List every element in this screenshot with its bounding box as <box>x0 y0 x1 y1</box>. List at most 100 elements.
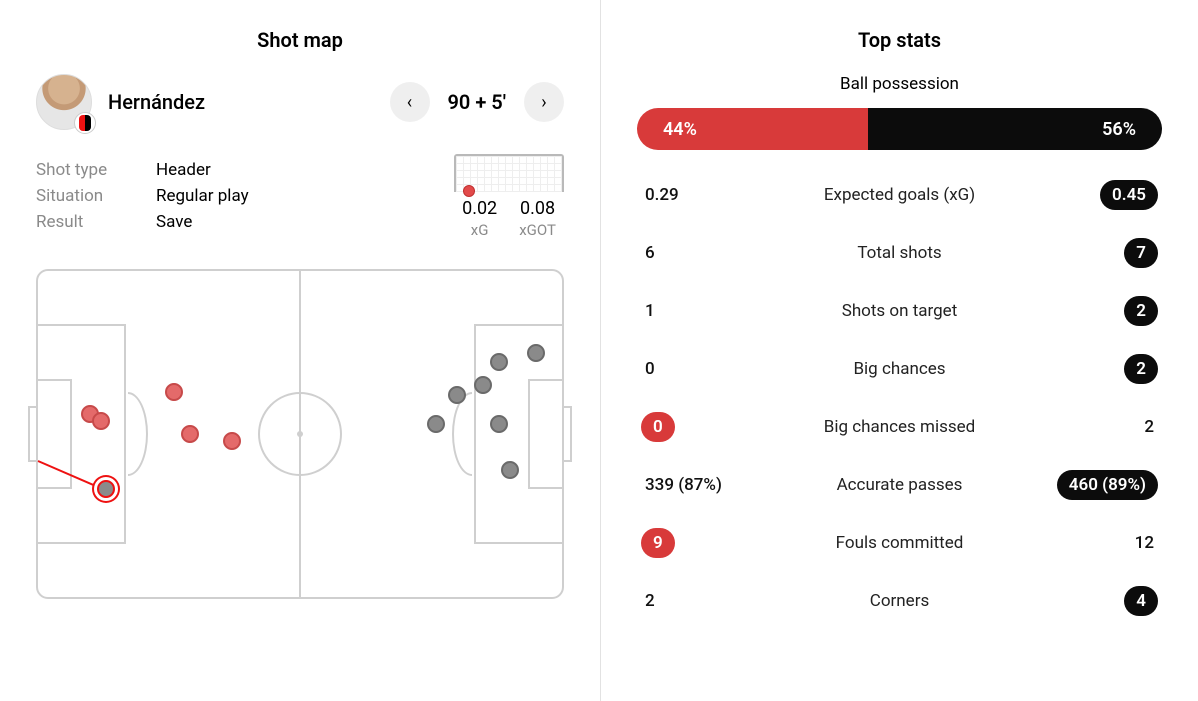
shot-marker[interactable] <box>448 386 466 404</box>
stat-team-a: 1 <box>641 301 761 321</box>
shot-marker[interactable] <box>490 353 508 371</box>
pitch-goal-right <box>564 406 572 462</box>
stat-team-b: 12 <box>1038 533 1158 553</box>
shot-marker[interactable] <box>165 383 183 401</box>
stat-value-a: 9 <box>641 528 675 558</box>
shot-nav: ‹ 90 + 5' › <box>390 82 565 122</box>
chevron-left-icon: ‹ <box>407 92 412 113</box>
shot-details-list: Shot type Header Situation Regular play … <box>36 154 249 238</box>
stat-team-b: 4 <box>1038 586 1158 616</box>
stat-team-a: 6 <box>641 243 761 263</box>
pitch-center-dot <box>297 431 303 437</box>
stat-team-a: 2 <box>641 591 761 611</box>
shot-map-title: Shot map <box>36 28 564 52</box>
next-shot-button[interactable]: › <box>524 82 564 122</box>
shot-marker[interactable] <box>527 344 545 362</box>
player-name: Hernández <box>108 90 205 114</box>
xg-label: xG <box>462 221 497 239</box>
stat-value-b: 2 <box>1140 417 1158 437</box>
detail-situation: Situation Regular play <box>36 186 249 206</box>
shot-marker[interactable] <box>223 432 241 450</box>
xg-col: 0.02 xG <box>462 198 497 239</box>
stat-team-a: 0 <box>641 412 761 442</box>
shot-marker[interactable] <box>427 415 445 433</box>
player-nav-row: Hernández ‹ 90 + 5' › <box>36 74 564 130</box>
stat-value-b: 460 (89%) <box>1057 470 1158 500</box>
stat-value-a: 0 <box>641 359 659 379</box>
stat-value-a: 0 <box>641 412 675 442</box>
shot-marker[interactable] <box>474 376 492 394</box>
stat-row: 0 Big chances missed 2 <box>637 398 1162 456</box>
stat-team-b: 2 <box>1038 354 1158 384</box>
mini-goal-block: 0.02 xG 0.08 xGOT <box>454 154 564 239</box>
mini-goal <box>454 154 564 192</box>
stat-team-a: 339 (87%) <box>641 475 761 495</box>
stat-value-a: 339 (87%) <box>641 475 726 495</box>
stat-row: 0.29Expected goals (xG) 0.45 <box>637 166 1162 224</box>
pitch-wrap <box>36 269 564 599</box>
prev-shot-button[interactable]: ‹ <box>390 82 430 122</box>
xgot-label: xGOT <box>519 221 556 239</box>
detail-val: Save <box>156 212 192 232</box>
stat-value-b: 12 <box>1131 533 1158 553</box>
player-info[interactable]: Hernández <box>36 74 205 130</box>
stat-value-b: 4 <box>1124 586 1158 616</box>
shot-details-area: Shot type Header Situation Regular play … <box>36 154 564 239</box>
stat-value-a: 1 <box>641 301 659 321</box>
shot-marker[interactable] <box>97 480 115 498</box>
possession-team-b: 56% <box>868 108 1162 150</box>
stat-value-a: 6 <box>641 243 659 263</box>
detail-result: Result Save <box>36 212 249 232</box>
stat-label: Expected goals (xG) <box>761 185 1038 205</box>
detail-key: Situation <box>36 186 156 206</box>
stat-row: 2Corners 4 <box>637 572 1162 630</box>
stat-label: Corners <box>761 591 1038 611</box>
stat-label: Fouls committed <box>761 533 1038 553</box>
detail-key: Result <box>36 212 156 232</box>
shot-marker[interactable] <box>181 425 199 443</box>
stat-team-b: 460 (89%) <box>1038 470 1158 500</box>
stat-row: 339 (87%) Accurate passes 460 (89%) <box>637 456 1162 514</box>
shot-time-label: 90 + 5' <box>448 90 507 114</box>
stat-team-b: 7 <box>1038 238 1158 268</box>
stat-label: Big chances <box>761 359 1038 379</box>
stat-value-b: 2 <box>1124 296 1158 326</box>
detail-key: Shot type <box>36 160 156 180</box>
stat-team-b: 2 <box>1038 296 1158 326</box>
stat-row: 9 Fouls committed 12 <box>637 514 1162 572</box>
stat-value-b: 2 <box>1124 354 1158 384</box>
pitch-goal-left <box>28 406 36 462</box>
xg-values: 0.02 xG 0.08 xGOT <box>454 198 564 239</box>
club-badge-icon <box>74 112 96 134</box>
stat-team-a: 0.29 <box>641 185 761 205</box>
pitch-sixyard-right <box>528 379 564 489</box>
stat-team-b: 2 <box>1038 417 1158 437</box>
stat-label: Shots on target <box>761 301 1038 321</box>
top-stats-title: Top stats <box>637 28 1162 52</box>
stat-team-b: 0.45 <box>1038 180 1158 210</box>
top-stats-panel: Top stats Ball possession 44% 56% 0.29Ex… <box>601 0 1198 701</box>
stat-label: Accurate passes <box>761 475 1038 495</box>
detail-val: Regular play <box>156 186 249 206</box>
shot-marker[interactable] <box>92 412 110 430</box>
stat-value-b: 7 <box>1124 238 1158 268</box>
stat-row: 0 Big chances 2 <box>637 340 1162 398</box>
stat-team-a: 9 <box>641 528 761 558</box>
stat-row: 6 Total shots 7 <box>637 224 1162 282</box>
stat-team-a: 0 <box>641 359 761 379</box>
xgot-value: 0.08 <box>519 198 556 219</box>
mini-goal-ball <box>463 185 475 197</box>
stat-label: Big chances missed <box>761 417 1038 437</box>
shot-marker[interactable] <box>501 461 519 479</box>
pitch[interactable] <box>36 269 564 599</box>
chevron-right-icon: › <box>541 92 546 113</box>
stats-rows: 0.29Expected goals (xG) 0.45 6 Total shots 7… <box>637 166 1162 630</box>
possession-team-a: 44% <box>637 108 868 150</box>
possession-label: Ball possession <box>637 74 1162 94</box>
shot-marker[interactable] <box>490 415 508 433</box>
stat-value-b: 0.45 <box>1100 180 1158 210</box>
player-avatar <box>36 74 92 130</box>
detail-shot-type: Shot type Header <box>36 160 249 180</box>
stat-label: Total shots <box>761 243 1038 263</box>
xg-value: 0.02 <box>462 198 497 219</box>
